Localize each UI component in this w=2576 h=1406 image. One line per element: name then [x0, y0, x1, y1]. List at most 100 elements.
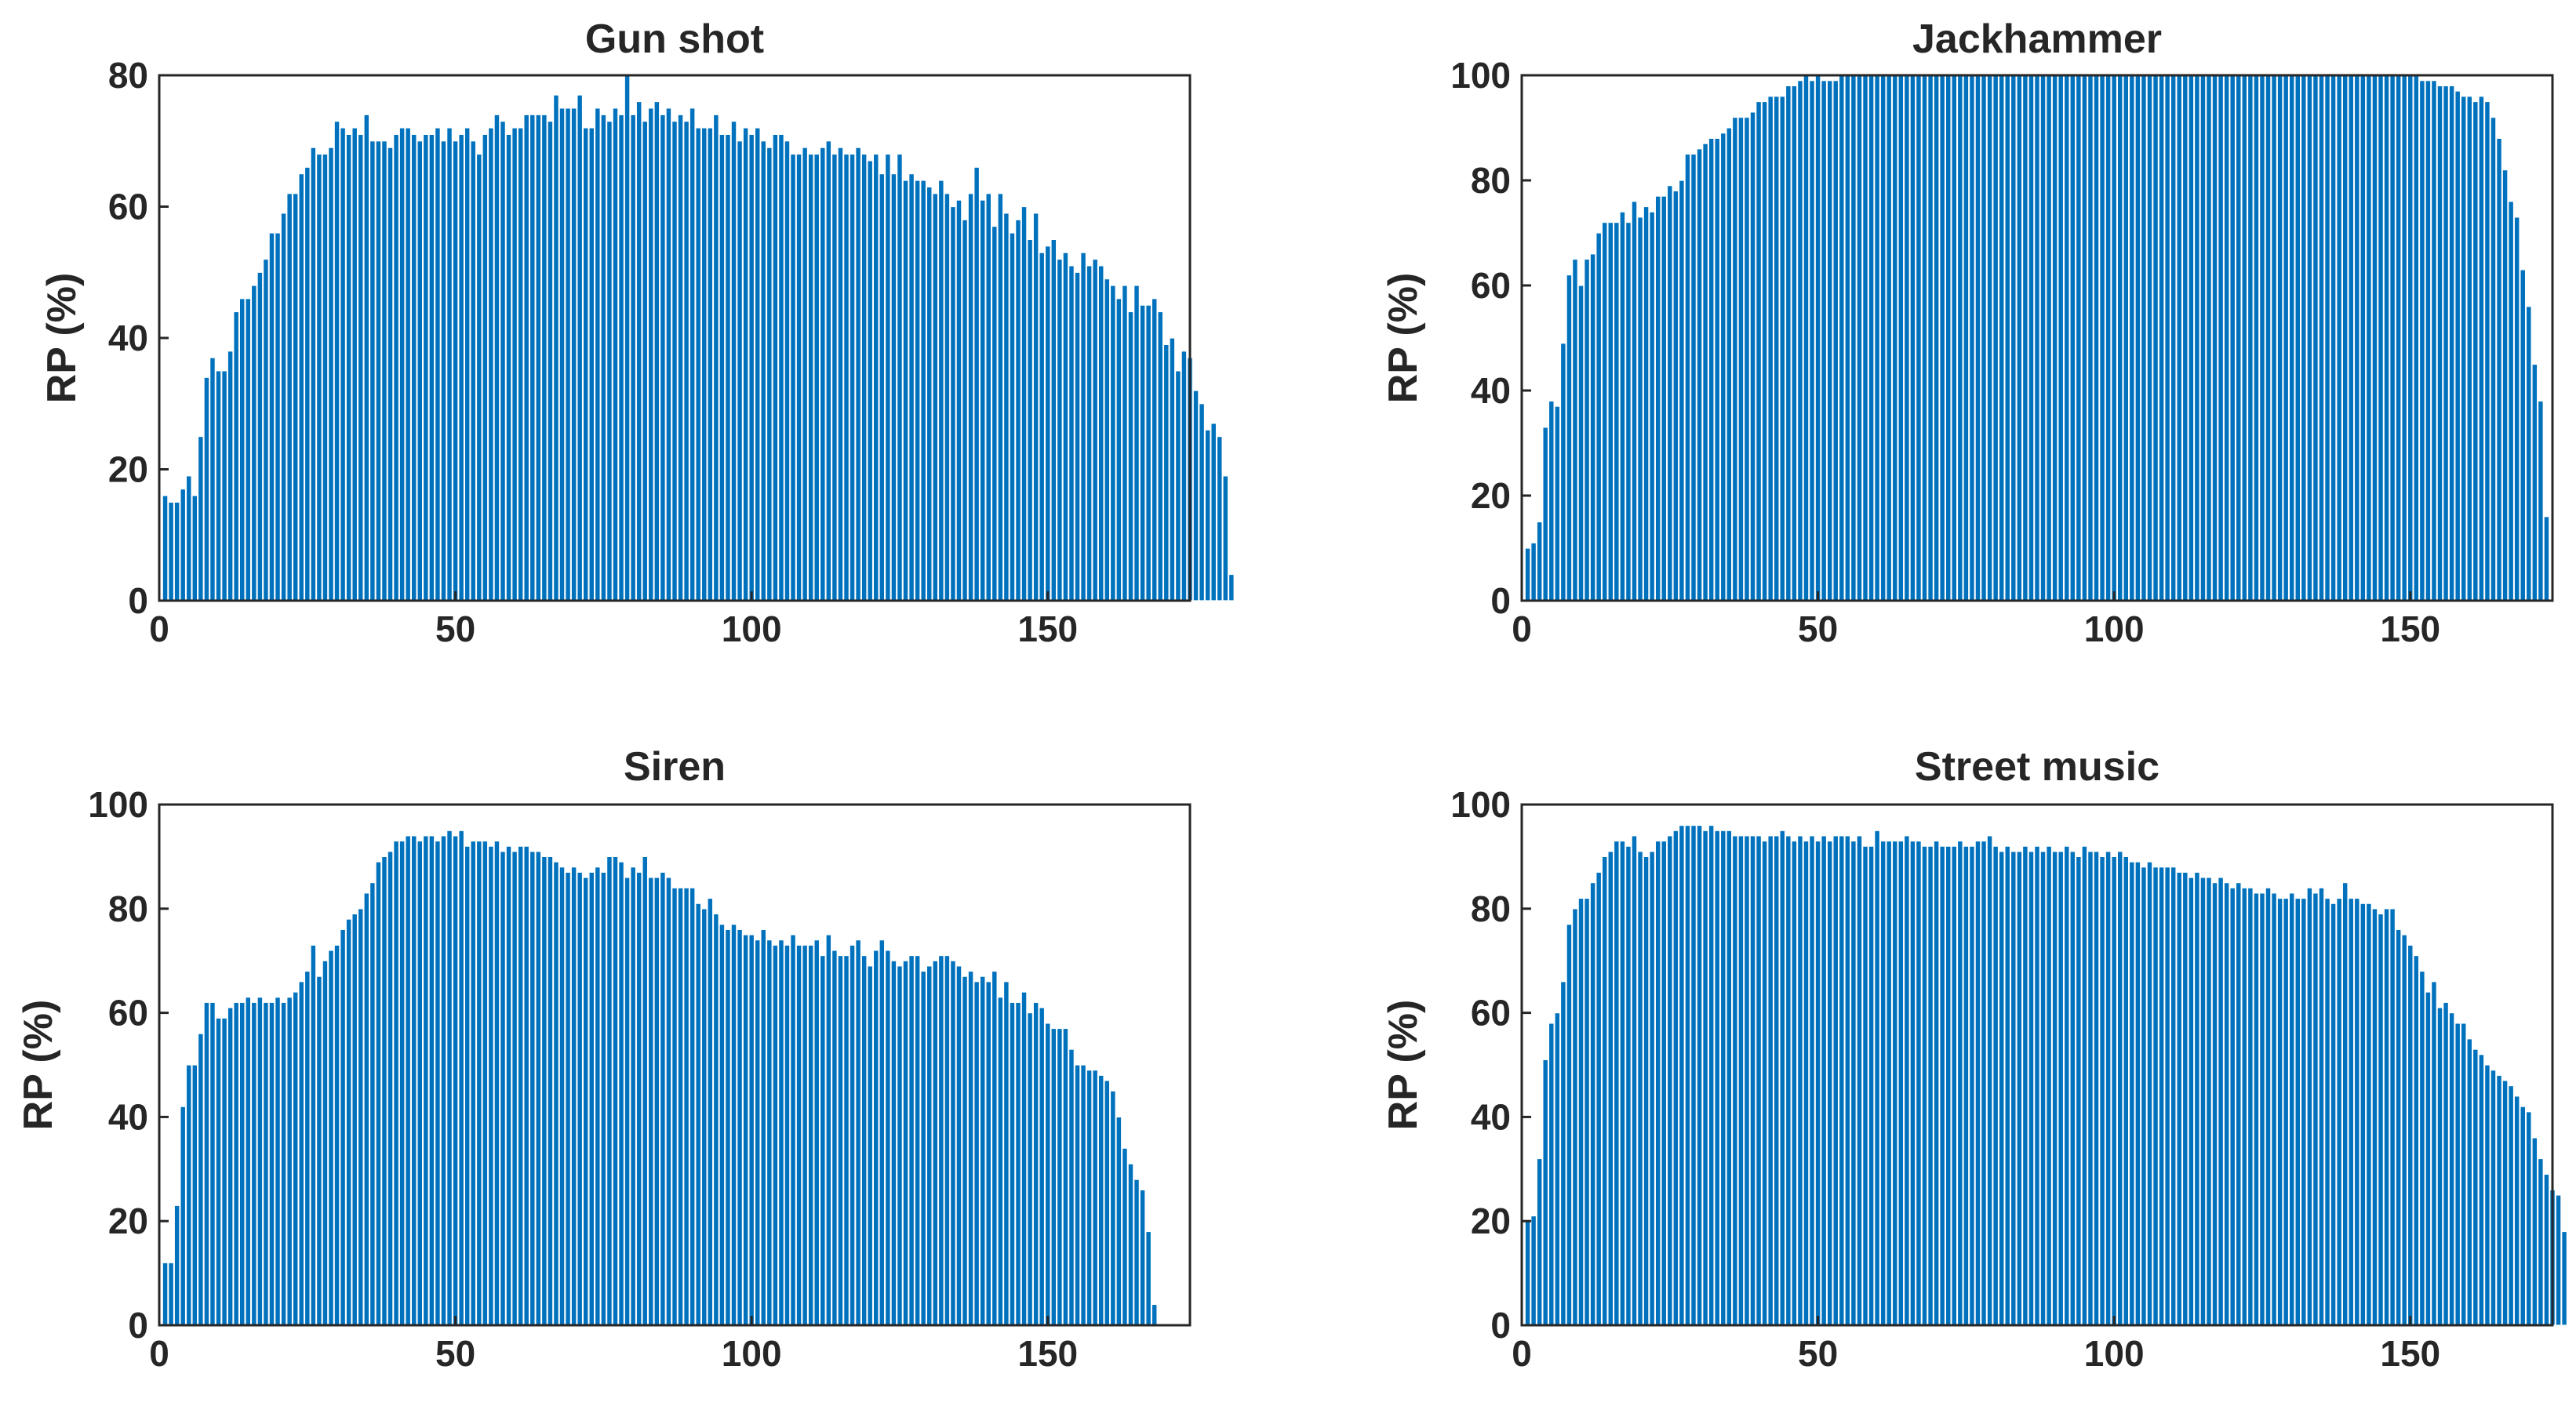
- bar: [263, 1001, 269, 1326]
- bar: [1601, 856, 1608, 1326]
- bar: [168, 501, 175, 601]
- bar: [683, 121, 690, 601]
- bar: [1162, 343, 1170, 601]
- bar: [2188, 877, 2195, 1326]
- bar: [328, 950, 334, 1326]
- bar: [238, 1001, 246, 1326]
- bar: [2034, 845, 2040, 1326]
- bar: [1672, 190, 1679, 601]
- bar: [683, 887, 690, 1326]
- bar: [1009, 1001, 1016, 1326]
- bar: [1761, 840, 1768, 1326]
- x-tick-label: 100: [722, 1333, 782, 1374]
- bars: [162, 74, 1235, 601]
- bar: [1927, 74, 1934, 601]
- y-axis-label: RP (%): [1381, 1000, 1426, 1131]
- bar: [2543, 1173, 2550, 1326]
- bar: [1133, 1179, 1140, 1326]
- bar: [2128, 74, 2135, 601]
- bar: [1886, 74, 1893, 601]
- bar: [298, 981, 305, 1326]
- bar: [1002, 213, 1010, 601]
- bar: [1981, 840, 1987, 1326]
- bar: [387, 147, 394, 601]
- bar: [2218, 74, 2225, 601]
- bar: [2288, 74, 2295, 601]
- bar: [1559, 981, 1566, 1326]
- bar: [458, 133, 465, 601]
- bar: [1074, 1064, 1081, 1326]
- bar: [209, 1001, 216, 1326]
- bar: [1619, 840, 1626, 1326]
- y-tick-label: 40: [1471, 1096, 1511, 1137]
- bar: [180, 489, 187, 601]
- bar: [1649, 851, 1656, 1326]
- y-tick-label: 0: [1490, 580, 1511, 621]
- bar: [565, 871, 572, 1326]
- bar: [275, 997, 281, 1326]
- bar: [1731, 117, 1738, 601]
- bar: [1844, 835, 1851, 1326]
- bar: [1916, 840, 1922, 1326]
- bar: [742, 934, 749, 1326]
- bar: [1625, 222, 1632, 601]
- bar: [2247, 887, 2254, 1326]
- bar: [1115, 1116, 1122, 1326]
- bar: [2383, 908, 2390, 1326]
- bar: [2318, 887, 2325, 1326]
- bar: [1761, 100, 1768, 601]
- bar: [435, 127, 441, 601]
- bar: [2111, 856, 2118, 1326]
- bar: [500, 121, 506, 601]
- y-ticks: 0 20 40 60 80: [108, 55, 169, 621]
- bar: [333, 944, 340, 1326]
- bars: [1524, 824, 2568, 1326]
- bar: [2081, 845, 2088, 1326]
- bar: [1009, 232, 1016, 601]
- bar: [310, 147, 317, 601]
- bar: [2443, 85, 2450, 601]
- bar: [647, 877, 654, 1326]
- bar: [1104, 1080, 1111, 1326]
- bar: [2105, 851, 2112, 1326]
- bar: [962, 975, 968, 1326]
- bar: [2348, 897, 2355, 1326]
- bar: [1933, 74, 1940, 601]
- bar: [659, 871, 666, 1326]
- bar: [754, 939, 761, 1326]
- bar: [1684, 824, 1691, 1326]
- bar: [1690, 824, 1697, 1326]
- bar: [315, 153, 322, 601]
- bar: [1577, 285, 1585, 601]
- bar: [2170, 74, 2177, 601]
- axes-frame-border: [1520, 803, 2554, 1327]
- bar: [926, 965, 933, 1326]
- bar: [2253, 892, 2260, 1326]
- y-tick-label: 20: [1471, 475, 1511, 516]
- chart-title: Jackhammer: [1912, 16, 2162, 62]
- bar: [1702, 143, 1709, 601]
- bar: [482, 840, 489, 1326]
- bar: [2265, 887, 2272, 1326]
- bar: [1744, 117, 1750, 601]
- bar: [1969, 74, 1975, 601]
- bar: [2436, 1007, 2443, 1326]
- bar: [2223, 881, 2230, 1326]
- bar: [1027, 1012, 1034, 1326]
- bar: [2105, 74, 2112, 601]
- bar: [1524, 1220, 1531, 1326]
- bar: [950, 205, 956, 601]
- y-tick-label: 40: [108, 318, 148, 358]
- y-tick-label: 40: [108, 1096, 148, 1137]
- bar: [221, 370, 228, 601]
- bar: [1850, 840, 1857, 1326]
- y-tick-label: 80: [1471, 888, 1511, 929]
- bar: [1773, 96, 1780, 601]
- bar: [1643, 205, 1650, 601]
- bar: [2294, 74, 2301, 601]
- y-tick-label: 0: [128, 1305, 148, 1346]
- bar: [902, 960, 909, 1326]
- bar: [2152, 74, 2159, 601]
- bar: [2099, 74, 2106, 601]
